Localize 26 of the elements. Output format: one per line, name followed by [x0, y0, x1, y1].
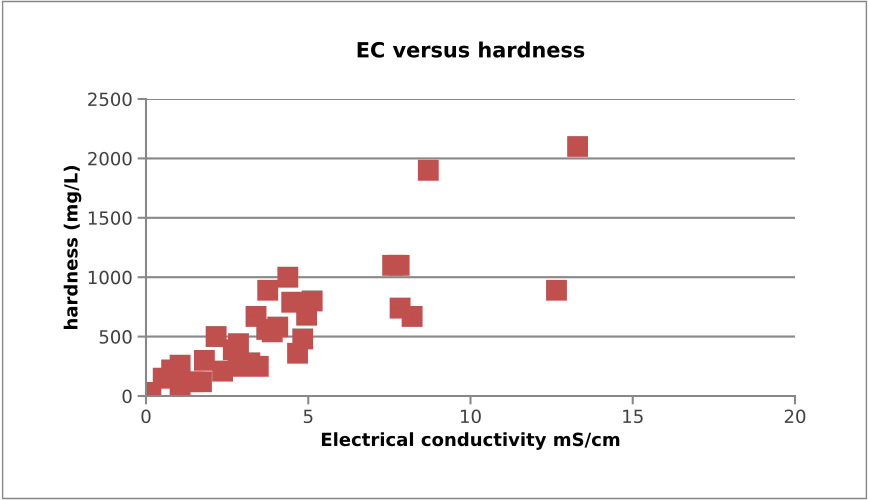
y-axis-title: hardness (mg/L) — [64, 166, 82, 330]
point — [567, 136, 588, 157]
point — [277, 266, 298, 288]
point — [194, 350, 215, 371]
x-tick-label: 20 — [784, 410, 806, 424]
chart-title: EC versus hardness — [358, 42, 584, 58]
x-tick-label: 0 — [141, 410, 151, 424]
y-tick-label: 1000 — [88, 270, 132, 284]
y-tick-label: 2500 — [88, 92, 132, 106]
point — [170, 374, 190, 396]
point — [388, 254, 410, 276]
point — [402, 306, 423, 327]
y-tick-label: 2000 — [88, 152, 132, 166]
point — [546, 280, 567, 301]
x-tick-label: 15 — [623, 410, 643, 424]
y-tick-label: 1500 — [88, 211, 132, 225]
point — [206, 326, 227, 348]
y-tick-label: 500 — [100, 330, 132, 344]
point — [212, 360, 233, 382]
point — [418, 160, 439, 181]
point — [257, 280, 278, 301]
x-tick-label: 5 — [304, 410, 312, 424]
x-axis-title: Electrical conductivity mS/cm — [322, 432, 620, 450]
point — [287, 342, 308, 364]
x-tick-label: 10 — [460, 410, 481, 424]
y-tick-label: 0 — [122, 389, 132, 404]
